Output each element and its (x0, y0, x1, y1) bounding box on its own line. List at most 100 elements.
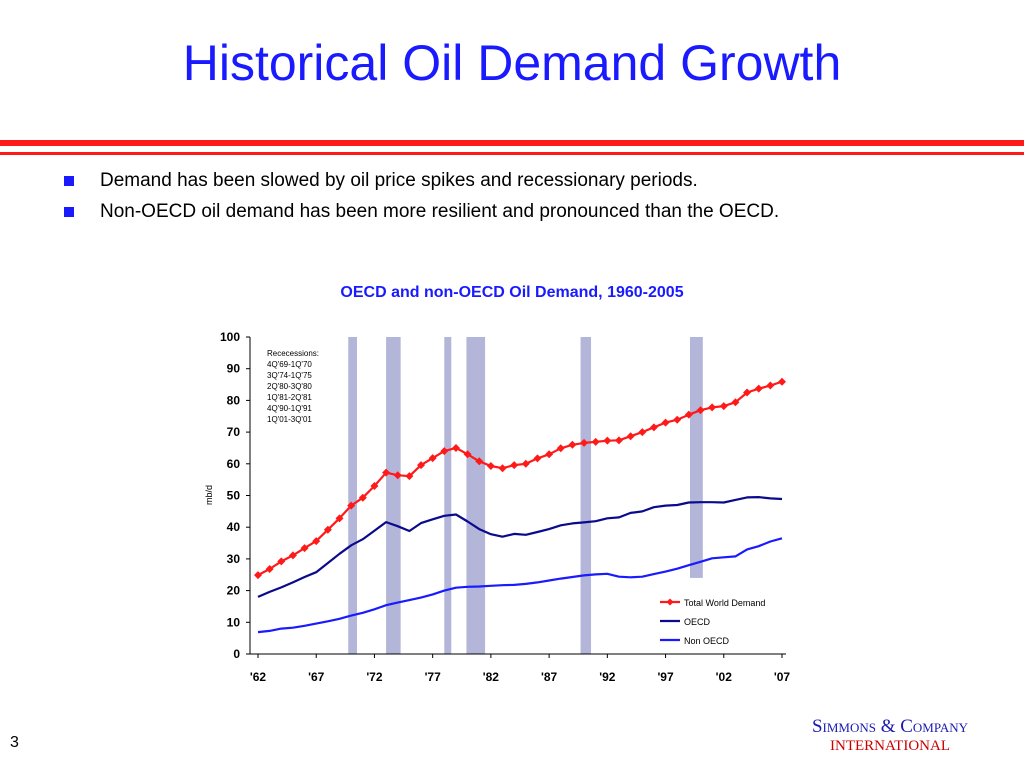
bullet-list: Demand has been slowed by oil price spik… (62, 170, 779, 232)
data-point-marker (603, 436, 612, 445)
series-line-oecd (257, 496, 783, 598)
data-point-marker (451, 443, 460, 452)
square-bullet-icon (64, 207, 74, 217)
data-point-marker (684, 410, 693, 419)
bullet-text: Demand has been slowed by oil price spik… (100, 170, 698, 191)
y-tick-label: 0 (233, 647, 240, 661)
data-point-marker (696, 406, 705, 415)
data-point-marker (766, 381, 775, 390)
x-tick-label: '92 (599, 670, 616, 684)
square-bullet-icon (64, 176, 74, 186)
recession-note-item: 3Q'74-1Q'75 (267, 371, 312, 380)
y-tick-label: 30 (227, 552, 241, 566)
data-point-marker (708, 403, 717, 412)
data-point-marker (556, 444, 565, 453)
recession-bar (348, 337, 357, 654)
recession-bar (386, 337, 401, 654)
y-tick-label: 50 (227, 489, 241, 503)
data-point-marker (347, 501, 356, 510)
data-point-marker (661, 418, 670, 427)
series-line-non-oecd (257, 537, 783, 634)
data-point-marker (463, 450, 472, 459)
legend-marker (666, 598, 674, 606)
data-point-marker (568, 440, 577, 449)
data-point-marker (754, 384, 763, 393)
data-point-marker (335, 514, 344, 523)
data-point-marker (649, 423, 658, 432)
title-divider-thick (0, 140, 1024, 146)
data-point-marker (475, 457, 484, 466)
x-tick-label: '67 (308, 670, 325, 684)
data-point-marker (498, 464, 507, 473)
recession-note-item: 4Q'69-1Q'70 (267, 360, 312, 369)
y-tick-label: 40 (227, 520, 241, 534)
recession-bar (444, 337, 452, 654)
data-point-marker (614, 436, 623, 445)
y-tick-label: 70 (227, 425, 241, 439)
x-tick-label: '97 (657, 670, 674, 684)
logo-name: Simmons & Company (811, 716, 969, 737)
data-point-marker (288, 551, 297, 560)
x-tick-label: '77 (425, 670, 442, 684)
company-logo: Simmons & Company INTERNATIONAL (770, 716, 1010, 755)
y-axis-label: mb/d (204, 485, 214, 505)
data-point-marker (382, 468, 391, 477)
legend-label: OECD (684, 617, 711, 627)
data-point-marker (719, 402, 728, 411)
recession-note-item: 2Q'80-3Q'80 (267, 382, 312, 391)
recession-bar (466, 337, 486, 654)
data-point-marker (417, 461, 426, 470)
data-point-marker (626, 432, 635, 441)
y-tick-label: 60 (227, 457, 241, 471)
slide-title: Historical Oil Demand Growth (182, 35, 842, 91)
y-tick-label: 100 (220, 330, 240, 344)
x-tick-label: '82 (483, 670, 500, 684)
data-point-marker (323, 525, 332, 534)
data-point-marker (312, 537, 321, 546)
data-point-marker (393, 471, 402, 480)
bullet-item: Demand has been slowed by oil price spik… (62, 170, 779, 201)
recession-bar (580, 337, 592, 654)
series-line-total-world-demand (257, 380, 783, 577)
data-point-marker (277, 557, 286, 566)
data-point-marker (300, 544, 309, 553)
bullet-text: Non-OECD oil demand has been more resili… (100, 201, 780, 222)
recession-note-item: 4Q'90-1Q'91 (267, 404, 312, 413)
data-point-marker (731, 398, 740, 407)
data-point-marker (521, 459, 530, 468)
x-tick-label: '07 (774, 670, 791, 684)
page-number: 3 (10, 734, 19, 751)
data-point-marker (673, 415, 682, 424)
x-tick-label: '02 (716, 670, 733, 684)
chart-title: OECD and non-OECD Oil Demand, 1960-2005 (340, 284, 684, 301)
legend-label: Non OECD (684, 636, 730, 646)
data-point-marker (265, 565, 274, 574)
data-point-marker (440, 447, 449, 456)
data-point-marker (405, 472, 414, 481)
bullet-item: Non-OECD oil demand has been more resili… (62, 201, 779, 232)
data-point-marker (370, 481, 379, 490)
data-point-marker (358, 493, 367, 502)
data-point-marker (486, 462, 495, 471)
title-divider-thin (0, 152, 1024, 155)
y-tick-label: 10 (227, 615, 241, 629)
logo-subtitle: INTERNATIONAL (830, 737, 950, 754)
y-tick-label: 20 (227, 584, 241, 598)
data-point-marker (778, 377, 786, 386)
y-tick-label: 80 (227, 393, 241, 407)
x-tick-label: '87 (541, 670, 558, 684)
data-point-marker (533, 454, 542, 463)
y-tick-label: 90 (227, 362, 241, 376)
data-point-marker (254, 571, 262, 580)
data-point-marker (591, 437, 600, 446)
x-tick-label: '62 (250, 670, 267, 684)
data-point-marker (743, 388, 752, 397)
legend-label: Total World Demand (684, 598, 765, 608)
recession-note-item: 1Q'81-2Q'81 (267, 393, 312, 402)
data-point-marker (545, 450, 554, 459)
data-point-marker (638, 428, 647, 437)
data-point-marker (510, 461, 519, 470)
data-point-marker (580, 438, 589, 447)
x-tick-label: '72 (366, 670, 383, 684)
